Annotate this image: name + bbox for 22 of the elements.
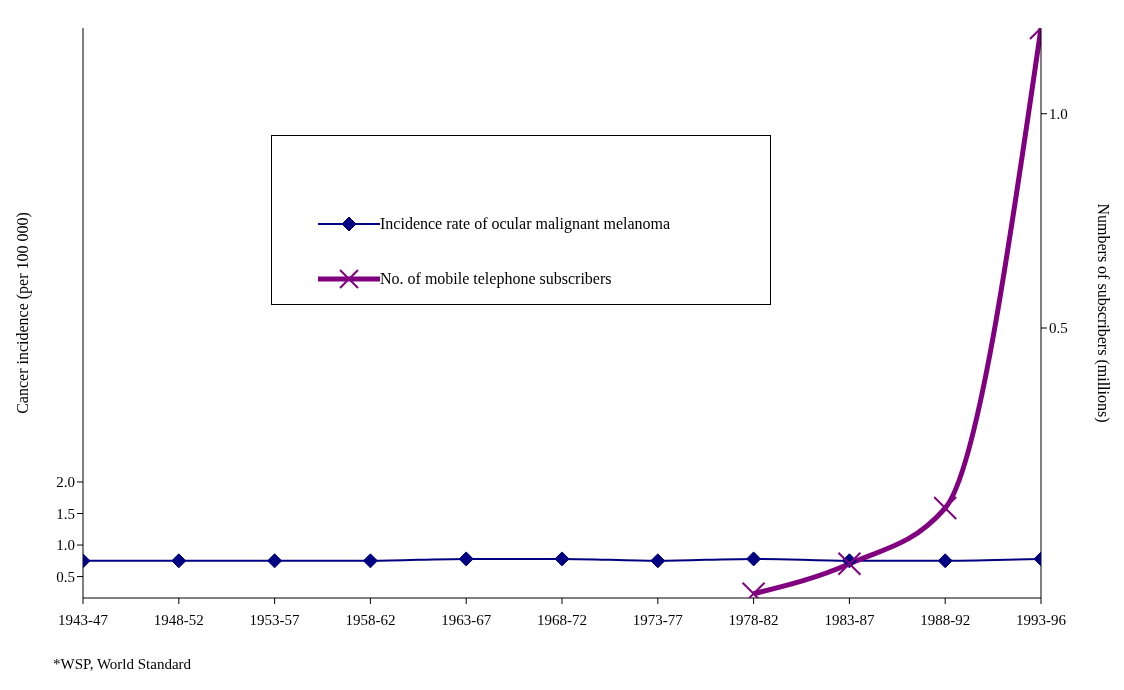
y-tick-label: 0.5 <box>56 568 75 585</box>
y2-axis-title: Numbers of subscribers (millions) <box>1094 203 1113 423</box>
y2-tick-label: 0.5 <box>1049 320 1068 337</box>
text: *WSP, World Standard <box>53 656 192 673</box>
legend-label: No. of mobile telephone subscribers <box>380 269 612 288</box>
y-tick-label: 2.0 <box>56 474 75 491</box>
legend-label: Incidence rate of ocular malignant melanoma <box>380 214 671 233</box>
x-tick-label: 1973-77 <box>632 611 684 628</box>
y-axis-title: Cancer incidence (per 100 000) <box>13 212 32 414</box>
x-tick-label: 1968-72 <box>537 611 587 628</box>
x-tick-label: 1983-87 <box>824 611 875 628</box>
x-tick-label: 1978-82 <box>728 611 779 628</box>
x-tick-label: 1993-96 <box>1016 611 1067 628</box>
x-tick-label: 1948-52 <box>153 611 204 628</box>
y-tick-label: 1.0 <box>56 537 75 554</box>
y2-tick-label: 1.0 <box>1049 106 1068 123</box>
x-tick-label: 1943-47 <box>58 611 109 628</box>
x-tick-label: 1958-62 <box>345 611 396 628</box>
x-tick-label: 1988-92 <box>920 611 971 628</box>
x-tick-label: 1953-57 <box>249 611 301 628</box>
x-tick-label: 1963-67 <box>441 611 492 628</box>
y-tick-label: 1.5 <box>56 505 75 522</box>
